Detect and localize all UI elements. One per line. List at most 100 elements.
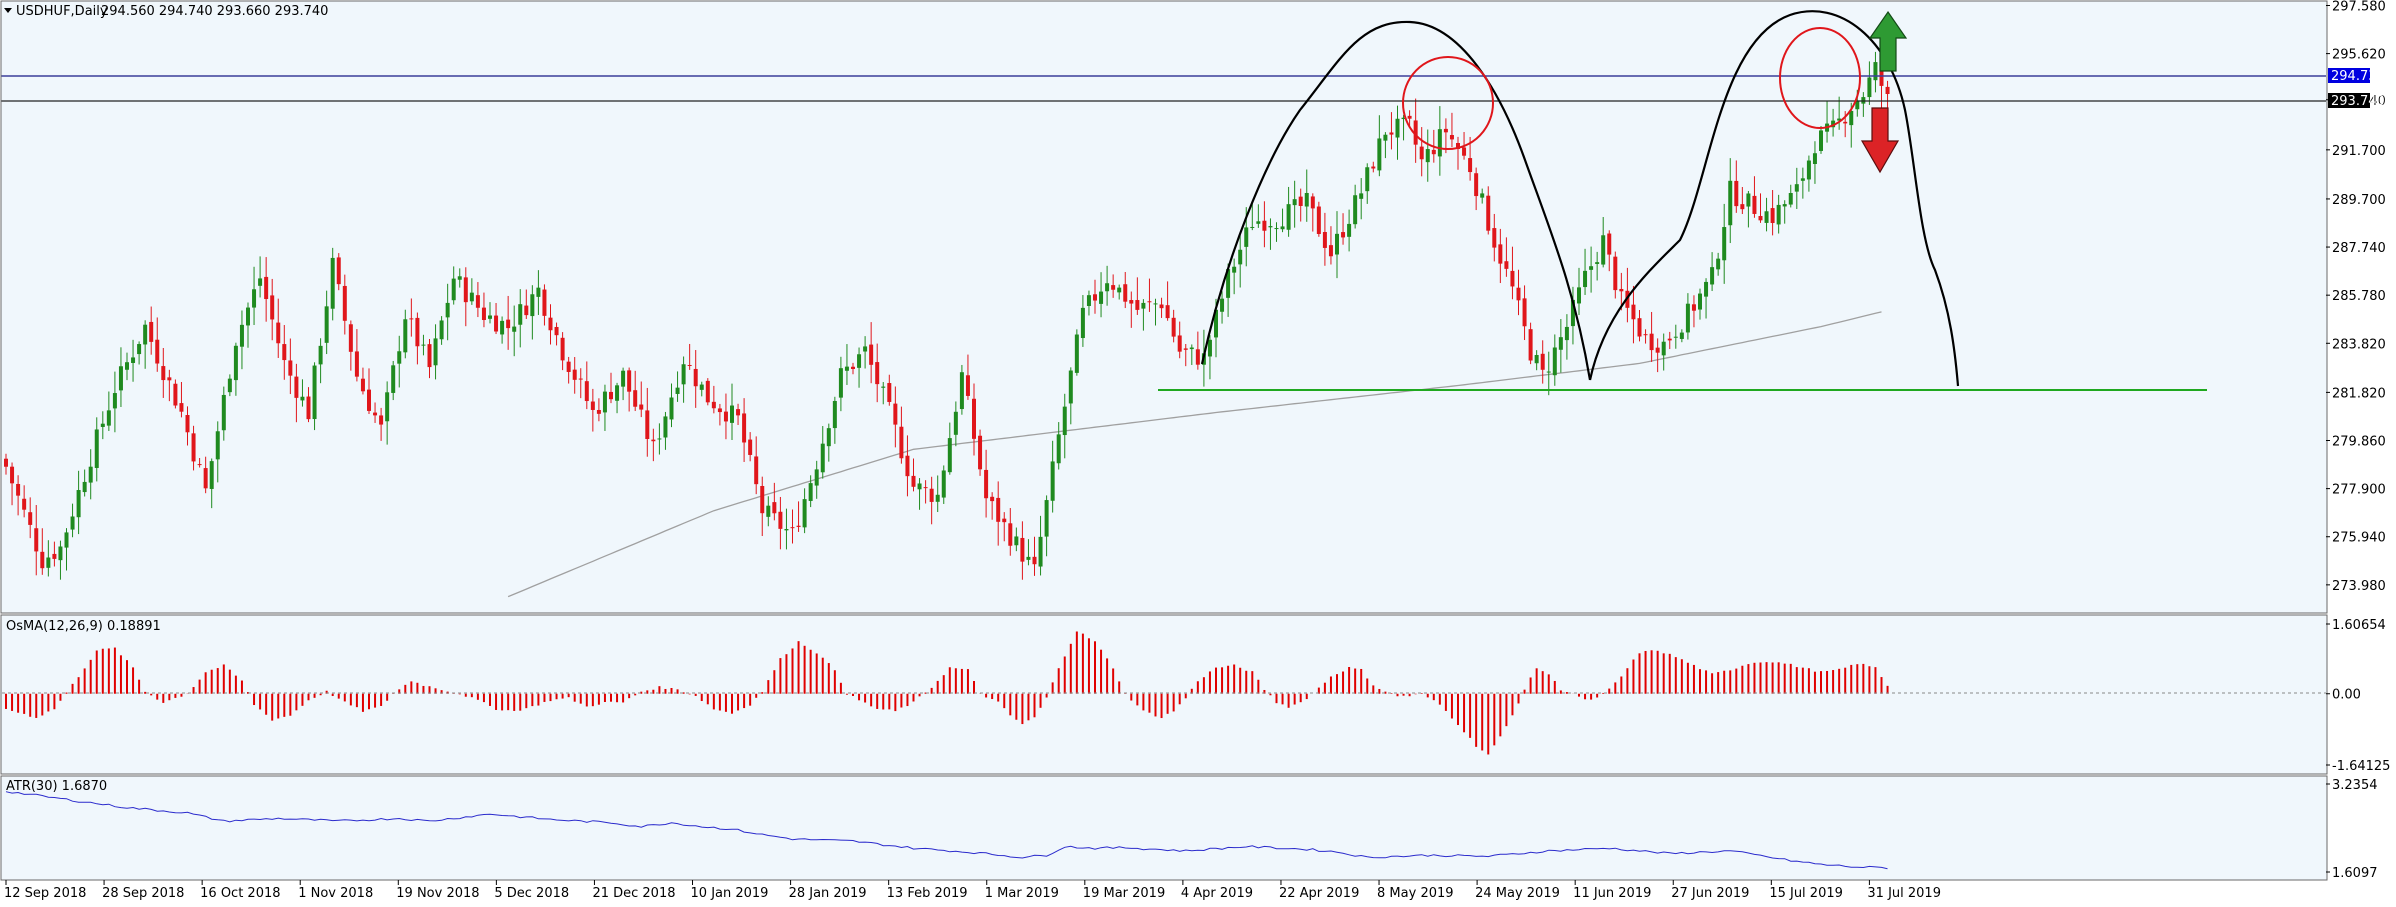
candle-body: [1413, 120, 1418, 145]
candle-body: [1849, 110, 1854, 126]
osma-layer: [5, 631, 1889, 755]
candle-body: [318, 345, 323, 365]
candle-body: [790, 527, 795, 529]
candle-body: [1431, 149, 1436, 155]
candle-body: [294, 376, 299, 398]
candle-body: [705, 380, 710, 403]
date-tick-label: 28 Jan 2019: [789, 886, 867, 901]
atr-line: [5, 791, 1888, 870]
candle-body: [336, 257, 341, 285]
candle-body: [433, 338, 438, 366]
panel-border-atr: [0, 775, 2328, 881]
candle-body: [857, 354, 862, 368]
symbol-label: USDHUF,Daily: [16, 4, 108, 19]
date-tick-label: 19 Nov 2018: [396, 886, 479, 901]
date-tick-label: 5 Dec 2018: [494, 886, 569, 901]
candle-body: [1456, 143, 1460, 150]
candle-body: [1383, 134, 1388, 141]
candle-body: [1564, 326, 1569, 341]
candle-body: [1419, 146, 1424, 160]
candle-body: [542, 289, 547, 316]
candle-body: [560, 337, 565, 361]
candle-body: [360, 378, 365, 392]
candle-body: [34, 528, 39, 552]
candle-body: [1244, 227, 1249, 247]
candle-body: [590, 401, 595, 410]
candle-body: [760, 486, 765, 514]
candle-body: [282, 344, 287, 361]
candle-body: [354, 351, 359, 377]
date-tick-label: 28 Sep 2018: [102, 886, 184, 901]
candle-body: [379, 415, 384, 425]
candle-body: [1026, 556, 1031, 560]
candle-body: [1837, 118, 1842, 121]
candle-body: [58, 546, 63, 561]
candle-body: [143, 324, 148, 345]
candle-body: [1510, 270, 1515, 287]
price-tick-label: 273.980: [2332, 579, 2386, 594]
candle-body: [1262, 220, 1267, 231]
candle-body: [796, 525, 801, 527]
candle-body: [844, 366, 849, 371]
candle-body: [851, 366, 855, 369]
candle-body: [173, 383, 178, 406]
double-top-curve-2: [1588, 10, 1960, 387]
price-tick-label: 297.580: [2332, 0, 2386, 14]
candle-body: [197, 464, 202, 466]
candle-body: [1183, 348, 1188, 350]
candle-body: [1353, 195, 1358, 225]
candle-body: [1637, 318, 1642, 337]
price-tick-label: 289.700: [2332, 193, 2386, 208]
candle-body: [1728, 180, 1733, 226]
candle-body: [1480, 193, 1485, 198]
candle-body: [306, 396, 311, 420]
candle-body: [270, 295, 275, 320]
candle-body: [1298, 196, 1303, 206]
candle-body: [1443, 128, 1448, 133]
candle-body: [445, 302, 450, 318]
price-tick-label: 279.860: [2332, 435, 2386, 450]
candle-body: [723, 411, 728, 422]
candle-body: [711, 401, 716, 409]
candle-body: [312, 365, 317, 420]
candle-body: [1304, 192, 1309, 207]
candle-body: [1691, 304, 1696, 311]
candle-body: [1831, 120, 1836, 128]
candle-body: [1540, 353, 1545, 370]
candle-body: [451, 278, 456, 301]
candle-body: [373, 412, 378, 416]
candle-body: [1389, 132, 1394, 135]
candle-body: [1141, 302, 1146, 309]
date-tick-label: 31 Jul 2019: [1867, 886, 1941, 901]
candle-body: [415, 317, 420, 347]
candle-body: [1286, 204, 1291, 230]
candle-body: [838, 368, 843, 398]
candle-body: [754, 456, 759, 485]
osma-title: OsMA(12,26,9) 0.18891: [6, 619, 161, 634]
date-tick-label: 15 Jul 2019: [1769, 886, 1843, 901]
candle-body: [1631, 304, 1636, 320]
candle-body: [1679, 332, 1684, 339]
candle-body: [64, 532, 69, 548]
atr-tick-label: 3.2354: [2332, 778, 2378, 793]
candle-body: [1335, 233, 1339, 255]
candle-body: [1135, 300, 1140, 310]
candle-body: [1601, 235, 1606, 265]
candle-body: [1595, 262, 1600, 264]
chart-menu-triangle-icon[interactable]: [4, 8, 12, 13]
candle-body: [264, 276, 269, 300]
candle-body: [16, 483, 21, 496]
candle-body: [826, 428, 831, 447]
candle-body: [1274, 228, 1279, 230]
candle-body: [70, 516, 75, 530]
candle-body: [621, 370, 626, 387]
candle-body: [1776, 204, 1781, 225]
candle-body: [1395, 118, 1400, 138]
candle-body: [657, 438, 662, 440]
candle-body: [1365, 167, 1370, 192]
candle-body: [1698, 293, 1702, 310]
moving-average-layer: [507, 311, 1882, 598]
candle-body: [1328, 245, 1333, 257]
price-tick-label: 277.900: [2332, 483, 2386, 498]
